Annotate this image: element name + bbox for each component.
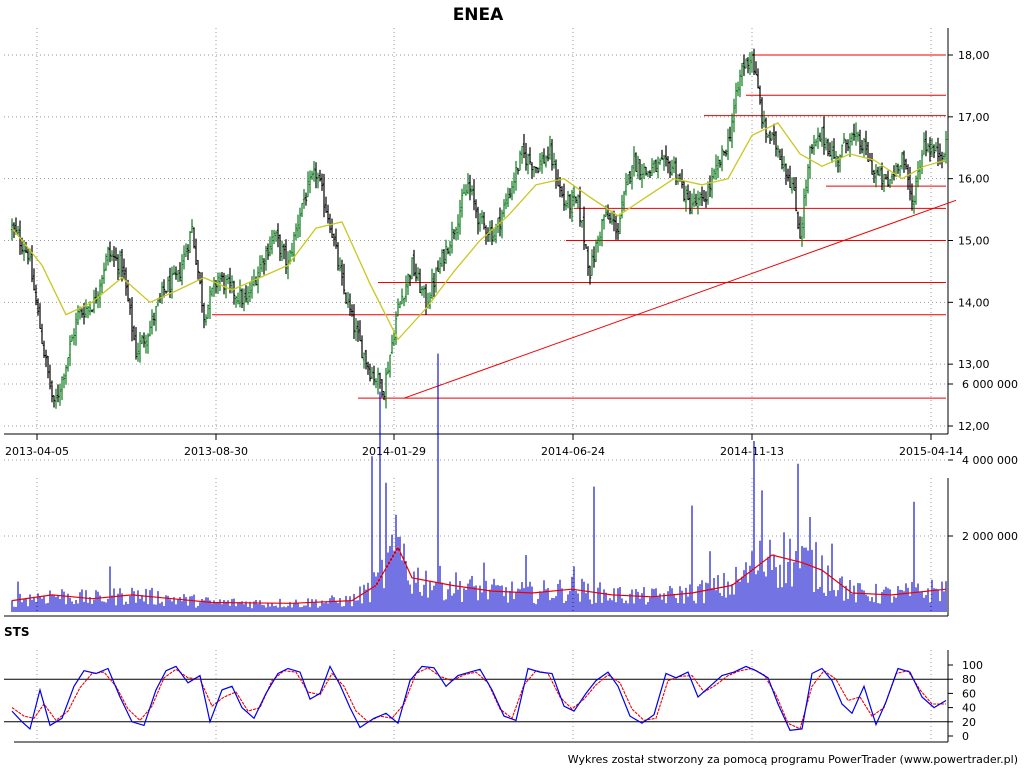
price-y-tick-label: 15,00 bbox=[958, 235, 990, 248]
price-y-tick-label: 16,00 bbox=[958, 173, 990, 186]
chart-title: ENEA bbox=[453, 5, 504, 25]
price-y-tick-label: 17,00 bbox=[958, 111, 990, 124]
sts-y-tick-label: 60 bbox=[962, 687, 976, 700]
moving-average-line bbox=[11, 122, 947, 341]
volume-average-line bbox=[11, 546, 947, 604]
price-y-tick-label: 13,00 bbox=[958, 358, 990, 371]
sts-y-tick-label: 0 bbox=[962, 730, 969, 743]
price-panel: 12,00 13,00 14,00 15,00 16,00 17,00 18,00 2013-… bbox=[4, 28, 990, 458]
sts-y-tick-label: 80 bbox=[962, 673, 976, 686]
sts-panel-label: STS bbox=[4, 625, 29, 639]
sts-y-tick-label: 40 bbox=[962, 702, 976, 715]
volume-y-tick-label: 4 000 000 bbox=[962, 454, 1018, 467]
sts-y-tick-label: 20 bbox=[962, 716, 976, 729]
sts-y-tick-label: 100 bbox=[962, 659, 983, 672]
footer-credit: Wykres został stworzony za pomocą progra… bbox=[568, 753, 1018, 766]
price-x-tick-label: 2014-11-13 bbox=[720, 445, 784, 458]
volume-panel: 2 000 000 4 000 000 6 000 000 bbox=[4, 353, 1018, 617]
uptrend-line bbox=[403, 199, 957, 399]
sts-slow-line bbox=[11, 667, 946, 730]
volume-y-tick-label: 6 000 000 bbox=[962, 378, 1018, 391]
sts-fast-line bbox=[11, 664, 947, 731]
volume-y-tick-label: 2 000 000 bbox=[962, 530, 1018, 543]
price-x-tick-label: 2015-04-14 bbox=[899, 445, 963, 458]
price-x-tick-label: 2014-01-29 bbox=[362, 445, 426, 458]
price-x-tick-label: 2014-06-24 bbox=[541, 445, 605, 458]
price-x-tick-label: 2013-08-30 bbox=[184, 445, 248, 458]
price-x-tick-label: 2013-04-05 bbox=[5, 445, 69, 458]
price-y-tick-label: 14,00 bbox=[958, 296, 990, 309]
price-y-tick-label: 12,00 bbox=[958, 420, 990, 433]
price-y-tick-label: 18,00 bbox=[958, 49, 990, 62]
